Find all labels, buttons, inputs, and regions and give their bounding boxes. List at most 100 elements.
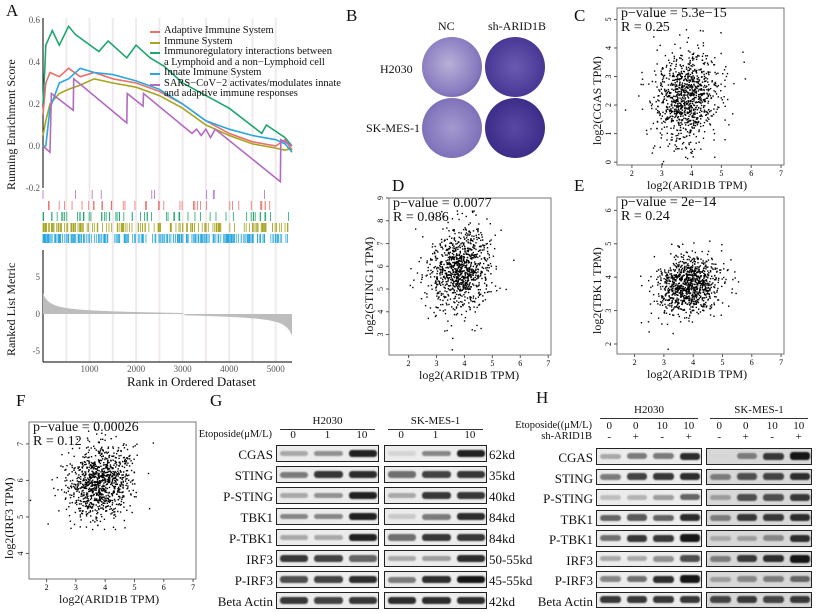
scatter-point xyxy=(691,98,694,101)
panel-label-g: G xyxy=(210,391,223,410)
scatter-point xyxy=(114,513,116,516)
scatter-point xyxy=(675,100,677,103)
scatter-point xyxy=(668,282,670,285)
scatter-point xyxy=(85,487,88,490)
scatter-point xyxy=(670,253,672,255)
scatter-point xyxy=(88,511,90,514)
scatter-point xyxy=(90,466,93,469)
scatter-point xyxy=(113,473,116,475)
scatter-point xyxy=(462,303,464,306)
scatter-point xyxy=(692,306,694,308)
scatter-point xyxy=(465,240,468,242)
scatter-point xyxy=(447,295,450,297)
scatter-point xyxy=(694,120,696,122)
scatter-point xyxy=(688,283,691,286)
scatter-point xyxy=(734,277,736,279)
scatter-point xyxy=(674,90,677,92)
scatter-point xyxy=(94,481,96,484)
scatter-point xyxy=(704,265,706,268)
scatter-point xyxy=(687,266,689,269)
scatter-point xyxy=(703,292,706,295)
scatter-point xyxy=(678,119,681,121)
scatter-point xyxy=(678,275,681,278)
scatter-point xyxy=(479,288,481,291)
scatter-point xyxy=(480,270,482,273)
scatter-point xyxy=(95,449,97,451)
scatter-point xyxy=(453,298,455,300)
scatter-point xyxy=(456,260,458,263)
scatter-point xyxy=(91,485,93,487)
scatter-point xyxy=(714,268,716,270)
scatter-point xyxy=(117,470,119,472)
scatter-point xyxy=(436,267,438,270)
scatter-point xyxy=(678,112,681,114)
scatter-point xyxy=(674,116,676,119)
scatter-point xyxy=(676,288,678,291)
scatter-point xyxy=(127,487,129,489)
scatter-point xyxy=(114,480,117,482)
scatter-point xyxy=(86,437,89,439)
scatter-point xyxy=(680,108,682,110)
scatter-point xyxy=(677,294,679,297)
colony-panel: NC sh-ARID1B H2030 SK-MES-1 xyxy=(350,0,550,165)
scatter-point xyxy=(442,270,444,272)
y-tick-label: 4 xyxy=(16,551,25,555)
scatter-point xyxy=(678,122,680,125)
scatter-point xyxy=(678,94,680,97)
scatter-point xyxy=(664,54,667,57)
blot-strip xyxy=(596,550,702,567)
scatter-point xyxy=(696,109,699,111)
scatter-point xyxy=(95,492,97,494)
scatter-point xyxy=(683,296,685,299)
scatter-point xyxy=(715,296,717,298)
scatter-point xyxy=(439,262,442,264)
scatter-point xyxy=(91,482,93,485)
scatter-point xyxy=(460,313,463,316)
scatter-point xyxy=(467,291,470,294)
scatter-point xyxy=(119,497,121,499)
scatter-point xyxy=(92,488,95,490)
scatter-point xyxy=(470,264,472,266)
scatter-point xyxy=(680,88,683,90)
scatter-point xyxy=(74,471,77,474)
scatter-point xyxy=(463,244,465,246)
scatter-point xyxy=(120,450,122,452)
scatter-point xyxy=(91,481,94,483)
scatter-point xyxy=(665,105,668,108)
scatter-point xyxy=(687,124,690,127)
protein-band xyxy=(348,512,377,521)
scatter-point xyxy=(90,480,93,483)
scatter-point xyxy=(96,510,98,512)
scatter-point xyxy=(451,292,454,294)
scatter-point xyxy=(435,287,437,289)
plot-frame xyxy=(616,7,785,166)
scatter-point xyxy=(724,79,726,81)
scatter-point xyxy=(708,296,711,298)
scatter-point xyxy=(690,112,693,114)
scatter-point xyxy=(433,251,436,253)
scatter-point xyxy=(71,501,73,504)
scatter-point xyxy=(473,255,476,258)
scatter-point xyxy=(123,506,125,508)
scatter-point xyxy=(663,311,665,314)
scatter-point xyxy=(662,100,664,102)
scatter-point xyxy=(97,524,99,527)
x-tick-label: 7 xyxy=(779,358,783,367)
scatter-point xyxy=(84,496,87,498)
scatter-point xyxy=(724,85,726,88)
scatter-point xyxy=(682,286,684,288)
scatter-point xyxy=(443,252,446,254)
scatter-point xyxy=(448,289,451,291)
scatter-point xyxy=(466,264,468,266)
scatter-point xyxy=(672,285,674,288)
scatter-point xyxy=(467,249,470,252)
scatter-point xyxy=(691,264,694,267)
scatter-point xyxy=(78,481,80,483)
scatter-point xyxy=(120,503,122,506)
scatter-point xyxy=(477,276,479,278)
scatter-point xyxy=(700,305,703,307)
scatter-point xyxy=(465,310,467,313)
scatter-point xyxy=(109,478,111,480)
scatter-point xyxy=(694,122,697,124)
scatter-point xyxy=(478,245,481,248)
